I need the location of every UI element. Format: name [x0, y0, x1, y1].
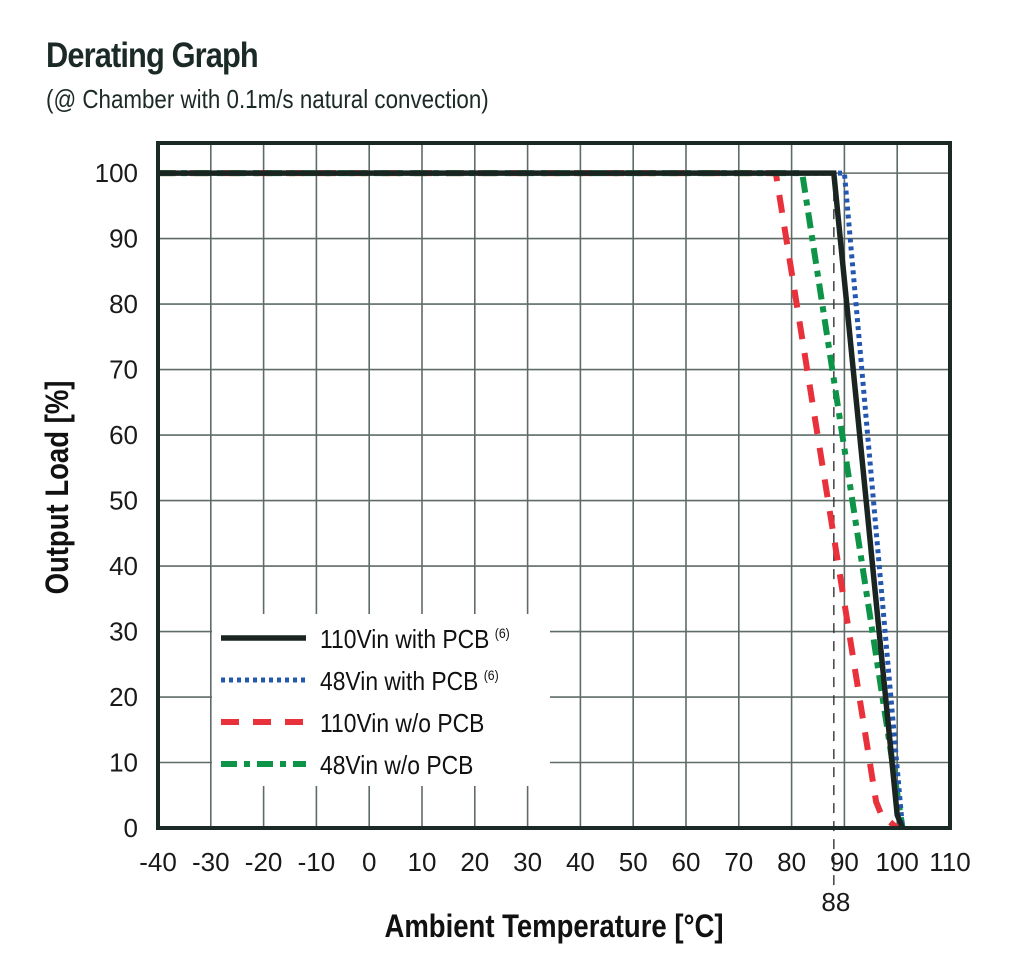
x-tick-label: -40 [139, 847, 177, 877]
annotation-label-88: 88 [821, 887, 850, 917]
legend-label: 48Vin w/o PCB [320, 752, 473, 781]
x-tick-label: 20 [460, 847, 489, 877]
x-tick-label: -10 [298, 847, 336, 877]
y-tick-label: 30 [109, 617, 138, 647]
x-tick-label: 70 [724, 847, 753, 877]
y-tick-label: 40 [109, 551, 138, 581]
series-line-48vin-w-o-pcb [158, 170, 906, 829]
y-tick-label: 50 [109, 486, 138, 516]
x-tick-label: 0 [362, 847, 376, 877]
series-line-110vin-with-pcb [158, 170, 906, 830]
x-tick-label: 90 [830, 847, 859, 877]
y-tick-label: 70 [109, 355, 138, 385]
x-axis-title: Ambient Temperature [°C] [384, 909, 723, 944]
y-tick-label: 60 [109, 420, 138, 450]
chart-title: Derating Graph [46, 36, 259, 75]
x-tick-label: -20 [245, 847, 283, 877]
x-tick-label: 30 [513, 847, 542, 877]
y-tick-label: 10 [109, 748, 138, 778]
series-lines [158, 170, 906, 831]
x-tick-label: 40 [566, 847, 595, 877]
y-tick-label: 100 [95, 158, 138, 188]
x-tick-label: 80 [777, 847, 806, 877]
series-line-110vin-w-o-pcb [158, 170, 900, 831]
y-tick-label: 0 [124, 813, 138, 843]
y-tick-labels: 0 10 20 30 40 50 60 70 80 90 100 [95, 158, 138, 843]
annotations: 88 [821, 173, 850, 917]
x-tick-labels: -40 -30 -20 -10 0 10 20 30 40 50 60 70 80 90 100 110 [139, 847, 971, 877]
x-tick-label: 10 [408, 847, 437, 877]
x-tick-label: 60 [672, 847, 701, 877]
y-axis-title: Output Load [%] [40, 381, 75, 595]
legend-label: 110Vin w/o PCB [320, 710, 484, 739]
x-tick-label: -30 [192, 847, 230, 877]
y-tick-label: 20 [109, 682, 138, 712]
x-tick-label: 100 [876, 847, 919, 877]
y-tick-label: 80 [109, 289, 138, 319]
plot-frame [156, 141, 952, 830]
legend-background [212, 614, 550, 786]
legend-label: 48Vin with PCB (6) [320, 667, 499, 696]
legend: 110Vin with PCB (6) 48Vin with PCB (6) 110Vi… [221, 625, 510, 780]
chart-subtitle: (@ Chamber with 0.1m/s natural convectio… [46, 84, 489, 114]
x-tick-label: 110 [929, 847, 970, 877]
legend-label: 110Vin with PCB (6) [320, 625, 510, 654]
y-tick-label: 90 [109, 224, 138, 254]
grid-lines [158, 143, 950, 828]
x-tick-label: 50 [619, 847, 648, 877]
